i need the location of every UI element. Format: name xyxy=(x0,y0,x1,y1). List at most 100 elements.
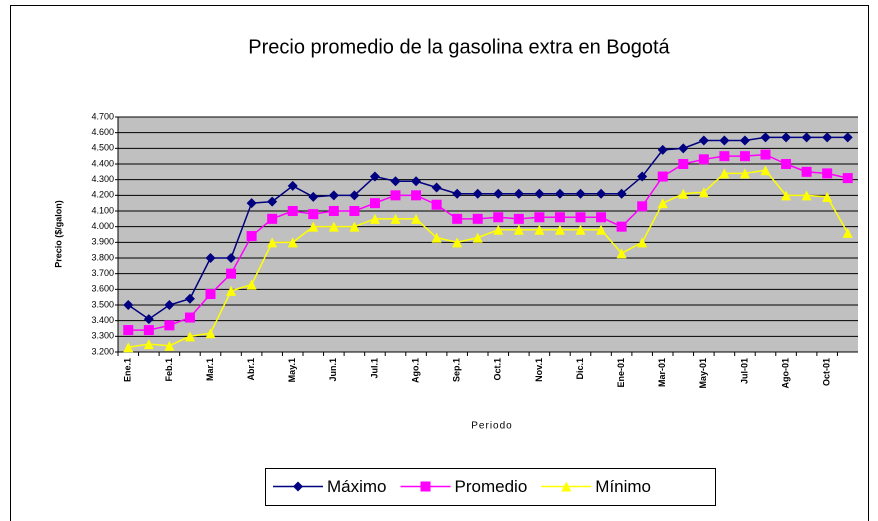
marker xyxy=(719,135,730,146)
marker xyxy=(472,213,483,224)
x-tick-label: May.1 xyxy=(287,358,297,382)
marker xyxy=(452,237,463,248)
marker xyxy=(561,481,572,492)
marker xyxy=(164,340,175,351)
marker xyxy=(493,212,504,223)
marker xyxy=(452,213,463,224)
marker xyxy=(164,320,175,331)
marker xyxy=(616,188,627,199)
marker xyxy=(534,224,545,235)
y-tick-label: 3.500 xyxy=(91,299,114,309)
marker xyxy=(678,159,689,169)
marker xyxy=(369,171,380,182)
x-tick-label: Sep.1 xyxy=(452,358,462,382)
legend-box xyxy=(265,468,716,506)
marker xyxy=(369,198,380,209)
x-tick-label: Feb.1 xyxy=(164,358,174,382)
marker xyxy=(205,289,216,300)
marker xyxy=(801,132,812,143)
marker xyxy=(760,132,771,143)
marker xyxy=(493,224,504,235)
marker xyxy=(678,188,689,199)
x-tick-label: Oct.1 xyxy=(493,358,503,381)
marker xyxy=(308,221,319,232)
marker xyxy=(246,231,257,242)
marker xyxy=(781,190,792,201)
marker xyxy=(143,314,154,325)
marker xyxy=(781,159,792,169)
x-tick-label: Oct-01 xyxy=(822,358,832,386)
marker xyxy=(349,190,360,201)
marker xyxy=(287,180,298,191)
marker xyxy=(801,166,812,177)
y-axis-title: Precio ($/galon) xyxy=(53,200,63,268)
marker xyxy=(308,209,319,220)
y-tick-label: 4.100 xyxy=(91,205,114,215)
marker xyxy=(822,132,833,143)
y-tick-label: 3.600 xyxy=(91,284,114,294)
marker xyxy=(123,342,134,353)
series-line xyxy=(128,169,849,349)
marker xyxy=(698,154,709,165)
marker xyxy=(184,312,195,323)
marker xyxy=(184,331,195,342)
y-tick-label: 4.000 xyxy=(91,221,114,231)
x-tick-label: Ago-01 xyxy=(780,358,790,389)
marker xyxy=(143,325,154,336)
marker xyxy=(657,171,668,182)
legend-label: Mínimo xyxy=(595,477,651,496)
marker xyxy=(534,212,545,223)
marker xyxy=(431,182,442,193)
marker xyxy=(513,213,524,224)
marker xyxy=(637,237,648,248)
x-tick-label: Abr.1 xyxy=(246,358,256,381)
marker xyxy=(390,190,401,201)
marker xyxy=(267,213,278,224)
marker xyxy=(657,198,668,209)
marker xyxy=(308,191,319,202)
y-tick-label: 4.600 xyxy=(91,127,114,137)
marker xyxy=(534,188,545,199)
x-tick-label: Ene.1 xyxy=(123,358,133,382)
legend-label: Máximo xyxy=(327,477,387,496)
y-tick-label: 3.700 xyxy=(91,268,114,278)
marker xyxy=(678,143,689,154)
marker xyxy=(842,227,853,238)
x-tick-label: Mar.1 xyxy=(205,358,215,381)
marker xyxy=(452,188,463,199)
marker xyxy=(267,196,278,207)
marker xyxy=(575,188,586,199)
y-tick-label: 4.500 xyxy=(91,143,114,153)
x-tick-label: Nov.1 xyxy=(534,358,544,382)
marker xyxy=(411,190,422,201)
marker xyxy=(472,188,483,199)
marker xyxy=(472,232,483,243)
y-tick-label: 3.300 xyxy=(91,331,114,341)
marker xyxy=(596,212,607,223)
marker xyxy=(328,206,339,216)
marker xyxy=(698,135,709,146)
marker xyxy=(698,187,709,198)
x-tick-label: Ago.1 xyxy=(410,358,420,383)
marker xyxy=(431,232,442,243)
x-tick-label: Mar-01 xyxy=(657,358,667,387)
x-tick-label: Jul-01 xyxy=(739,358,749,384)
marker xyxy=(411,213,422,224)
marker xyxy=(123,300,134,310)
marker xyxy=(554,212,565,223)
marker xyxy=(760,149,771,160)
marker xyxy=(287,237,298,248)
marker xyxy=(293,481,303,492)
marker xyxy=(184,293,195,304)
marker xyxy=(616,248,627,259)
marker xyxy=(657,144,668,155)
y-tick-label: 4.200 xyxy=(91,190,114,200)
y-tick-label: 4.300 xyxy=(91,174,114,184)
y-tick-label: 3.900 xyxy=(91,237,114,247)
marker xyxy=(513,188,524,199)
marker xyxy=(842,132,853,143)
marker xyxy=(123,325,134,336)
marker xyxy=(349,206,360,216)
marker xyxy=(420,481,431,492)
